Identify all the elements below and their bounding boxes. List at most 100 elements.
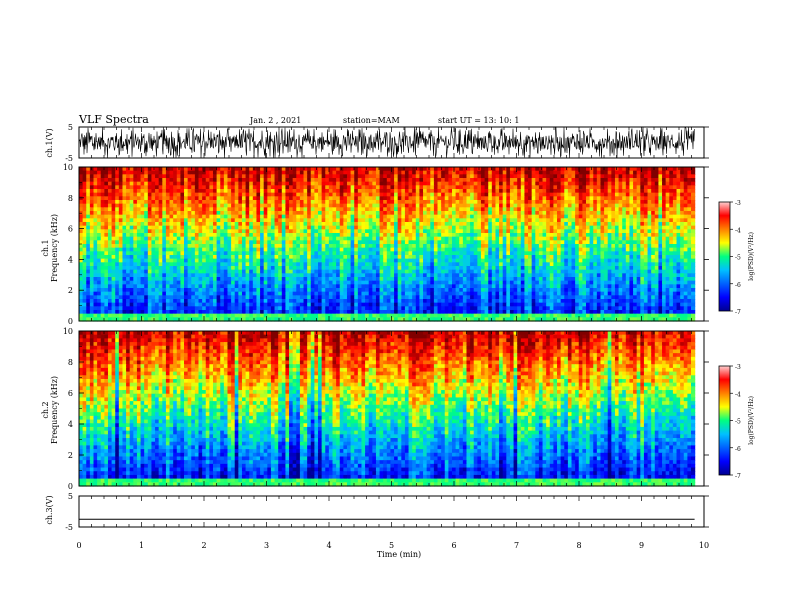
spectrogram-cell xyxy=(241,247,247,252)
spectrogram-cell xyxy=(622,255,627,260)
spectrogram-cell xyxy=(318,170,323,175)
spectrogram-cell xyxy=(524,200,529,205)
spectrogram-cell xyxy=(202,229,207,234)
spectrogram-cell xyxy=(477,211,482,216)
spectrogram-cell xyxy=(296,189,301,194)
spectrogram-cell xyxy=(89,222,95,227)
spectrogram-cell xyxy=(223,225,229,230)
spectrogram-cell xyxy=(520,214,526,219)
spectrogram-cell xyxy=(513,214,518,219)
spectrogram-cell xyxy=(549,203,554,208)
spectrogram-cell xyxy=(350,240,355,245)
spectrogram-cell xyxy=(198,170,203,175)
spectrogram-cell xyxy=(691,196,696,201)
spectrogram-cell xyxy=(676,240,681,245)
spectrogram-cell xyxy=(643,178,649,183)
spectrogram-cell xyxy=(412,196,417,201)
spectrogram-cell xyxy=(357,266,363,271)
spectrogram-cell xyxy=(426,233,431,238)
spectrogram-cell xyxy=(209,236,214,241)
spectrogram-cell xyxy=(412,236,417,241)
spectrogram-cell xyxy=(683,236,688,241)
spectrogram-cell xyxy=(564,200,569,205)
spectrogram-cell xyxy=(100,167,105,172)
spectrogram-cell xyxy=(401,189,406,194)
spectrogram-cell xyxy=(622,211,627,216)
spectrogram-cell xyxy=(357,200,363,205)
spectrogram-cell xyxy=(662,240,667,245)
spectrogram-cell xyxy=(93,251,98,256)
spectrogram-cell xyxy=(310,222,315,227)
spectrogram-cell xyxy=(249,262,254,267)
spectrogram-cell xyxy=(321,196,326,201)
spectrogram-cell xyxy=(513,167,518,172)
spectrogram-cell xyxy=(158,185,163,190)
spectrogram-cell xyxy=(212,258,218,263)
spectrogram-cell xyxy=(79,181,84,186)
spectrogram-cell xyxy=(560,244,565,249)
spectrogram-cell xyxy=(611,178,616,183)
spectrogram-cell xyxy=(582,174,587,179)
spectrogram-cell xyxy=(459,211,464,216)
spectrogram-cell xyxy=(538,240,544,245)
spectrogram-cell xyxy=(328,229,334,234)
spectrogram-cell xyxy=(524,178,529,183)
spectrogram-cell xyxy=(643,251,649,256)
spectrogram-cell xyxy=(86,196,91,201)
spectrogram-cell xyxy=(477,258,482,263)
spectrogram-cell xyxy=(184,262,189,267)
spectrogram-cell xyxy=(462,240,468,245)
spectrogram-cell xyxy=(654,207,660,212)
spectrogram-cell xyxy=(263,240,268,245)
spectrogram-cell xyxy=(249,233,254,238)
spectrogram-cell xyxy=(499,214,504,219)
spectrogram-cell xyxy=(285,178,290,183)
spectrogram-cell xyxy=(553,247,558,252)
spectrogram-cell xyxy=(549,181,554,186)
spectrogram-cell xyxy=(158,229,163,234)
spectrogram-cell xyxy=(187,251,192,256)
spectrogram-cell xyxy=(281,225,287,230)
spectrogram-cell xyxy=(651,222,656,227)
spectrogram-cell xyxy=(292,225,297,230)
spectrogram-cell xyxy=(93,214,98,219)
spectrogram-cell xyxy=(542,225,547,230)
spectrogram-cell xyxy=(184,174,189,179)
spectrogram-cell xyxy=(299,233,305,238)
spectrogram-cell xyxy=(466,251,471,256)
spectrogram-cell xyxy=(122,189,127,194)
spectrogram-cell xyxy=(216,269,221,274)
spectrogram-cell xyxy=(680,244,685,249)
spectrogram-cell xyxy=(216,214,221,219)
spectrogram-cell xyxy=(231,167,236,172)
spectrogram-cell xyxy=(600,200,605,205)
spectrogram-cell xyxy=(79,229,84,234)
spectrogram-cell xyxy=(520,207,526,212)
spectrogram-cell xyxy=(198,262,203,267)
spectrogram-cell xyxy=(404,240,410,245)
spectrogram-cell xyxy=(466,255,471,260)
spectrogram-cell xyxy=(665,181,670,186)
spectrogram-cell xyxy=(343,203,348,208)
spectrogram-cell xyxy=(82,233,87,238)
spectrogram-cell xyxy=(622,203,627,208)
spectrogram-cell xyxy=(212,185,218,190)
spectrogram-cell xyxy=(332,211,337,216)
spectrogram-cell xyxy=(549,218,554,223)
spectrogram-cell xyxy=(115,181,120,186)
spectrogram-cell xyxy=(459,174,464,179)
spectrogram-cell xyxy=(502,170,507,175)
spectrogram-cell xyxy=(278,266,283,271)
spectrogram-cell xyxy=(585,258,591,263)
spectrogram-cell xyxy=(672,214,678,219)
spectrogram-cell xyxy=(542,174,547,179)
spectrogram-cell xyxy=(357,211,363,216)
spectrogram-cell xyxy=(169,196,174,201)
spectrogram-cell xyxy=(289,229,294,234)
spectrogram-cell xyxy=(289,255,294,260)
spectrogram-cell xyxy=(289,211,294,216)
spectrogram-cell xyxy=(176,203,181,208)
spectrogram-cell xyxy=(104,244,109,249)
spectrogram-cell xyxy=(332,244,337,249)
spectrogram-cell xyxy=(379,266,384,271)
